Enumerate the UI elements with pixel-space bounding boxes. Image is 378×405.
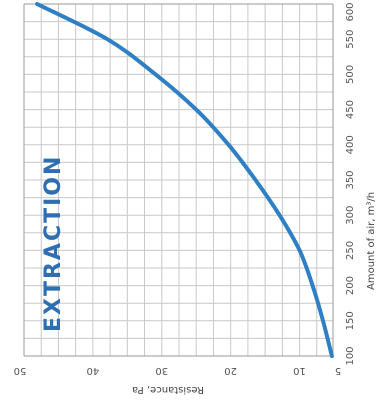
resistance-tick-label: 20	[224, 365, 237, 376]
airflow-tick-label: 550	[345, 30, 356, 49]
airflow-tick-label: 400	[345, 135, 356, 154]
y-axis-label: Resistance, Pa	[132, 384, 204, 395]
resistance-tick-label: 50	[14, 365, 27, 376]
airflow-tick-label: 350	[345, 170, 356, 189]
airflow-tick-label: 450	[345, 100, 356, 119]
resistance-tick-label: 40	[87, 365, 100, 376]
airflow-tick-label: 100	[345, 346, 356, 365]
airflow-tick-label: 300	[345, 206, 356, 225]
resistance-tick-labels: 50 40 30 20 10 5	[14, 365, 342, 376]
airflow-tick-label: 150	[345, 311, 356, 330]
airflow-tick-label: 500	[345, 65, 356, 84]
airflow-tick-label: 200	[345, 276, 356, 295]
resistance-tick-label: 5	[335, 365, 341, 376]
resistance-tick-label: 10	[293, 365, 306, 376]
grid-lines	[24, 4, 333, 356]
airflow-tick-label: 250	[345, 241, 356, 260]
panel-label: EXTRACTION	[41, 155, 66, 332]
airflow-tick-label: 600	[345, 2, 356, 21]
resistance-tick-label: 30	[155, 365, 168, 376]
airflow-tick-labels: 100 150 200 250 300 350 400 450 500 550 600	[345, 2, 356, 365]
x-axis-label: Amount of air, m³/h	[366, 192, 377, 290]
